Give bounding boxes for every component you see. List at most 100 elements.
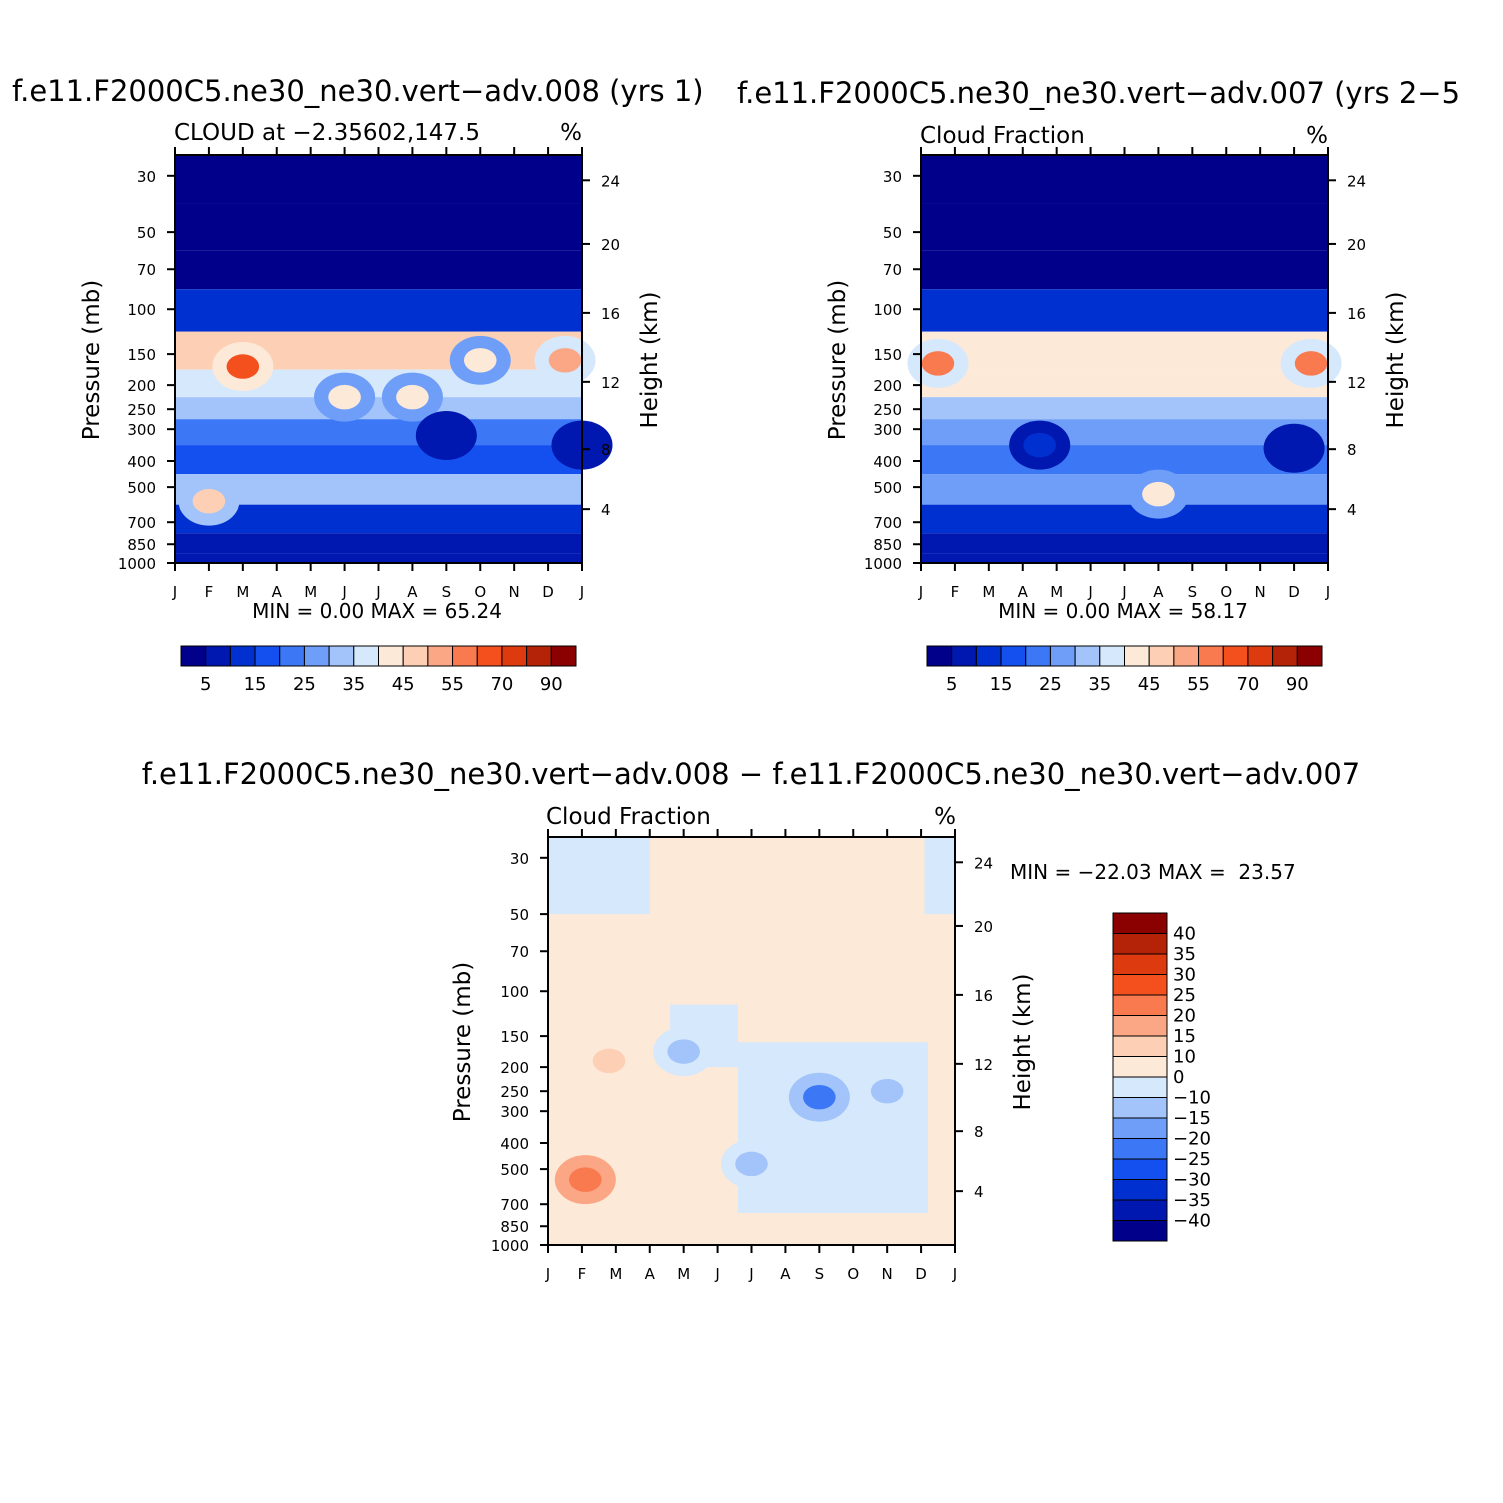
colorbar-swatch <box>1112 994 1168 1016</box>
height-tick-label: 8 <box>1347 441 1357 459</box>
contour-band <box>921 533 1328 554</box>
contour-feature <box>396 384 429 410</box>
colorbar-swatch <box>1247 645 1274 667</box>
pressure-tick-label: 30 <box>510 850 529 868</box>
colorbar-swatch <box>476 645 503 667</box>
colorbar-swatch <box>328 645 355 667</box>
contour-band <box>921 289 1328 332</box>
month-tick-label: F <box>205 583 214 601</box>
contour-feature <box>1277 436 1311 461</box>
month-tick-label: M <box>236 583 249 601</box>
contour-band <box>175 504 582 534</box>
month-tick-label: J <box>1121 583 1126 601</box>
colorbar-swatch <box>1222 645 1249 667</box>
height-tick-label: 4 <box>601 501 611 519</box>
panel-title: f.e11.F2000C5.ne30_ne30.vert−adv.008 (yr… <box>12 74 704 108</box>
pressure-tick-label: 1000 <box>491 1237 529 1255</box>
height-tick-label: 16 <box>601 305 620 323</box>
contour-band <box>921 203 1328 251</box>
colorbar-label: 70 <box>490 674 513 695</box>
y-axis-right-label: Height (km) <box>637 291 663 428</box>
contour-band <box>921 474 1328 505</box>
colorbar-label: 25 <box>1039 674 1062 695</box>
colorbar-label: 0 <box>1173 1067 1184 1088</box>
pressure-tick-label: 200 <box>127 377 156 395</box>
pressure-tick-label: 150 <box>127 346 156 364</box>
contour-band <box>175 419 582 446</box>
contour-band <box>921 369 1328 398</box>
pressure-tick-label: 30 <box>137 168 156 186</box>
contour-feature <box>921 351 955 376</box>
contour-plot <box>174 154 613 564</box>
contour-band <box>175 289 582 332</box>
colorbar-swatch <box>1112 1179 1168 1201</box>
colorbar: 5 15 25 35 45 55 70 90 <box>926 645 1323 695</box>
colorbar-swatch <box>1112 1158 1168 1180</box>
contour-feature <box>735 1151 768 1177</box>
month-tick-label: J <box>375 583 380 601</box>
colorbar-label: 55 <box>441 674 464 695</box>
panel-subtitle-left: CLOUD at −2.35602,147.5 <box>174 120 480 146</box>
contour-band <box>175 250 582 290</box>
month-tick-label: J <box>545 1265 550 1283</box>
pressure-tick-label: 500 <box>500 1161 529 1179</box>
pressure-tick-label: 150 <box>500 1028 529 1046</box>
month-tick-label: F <box>951 583 960 601</box>
colorbar-swatch <box>1112 1076 1168 1098</box>
pressure-tick-label: 700 <box>500 1196 529 1214</box>
colorbar-label: 30 <box>1173 965 1196 986</box>
colorbar-label: 55 <box>1187 674 1210 695</box>
pressure-tick-label: 850 <box>127 536 156 554</box>
colorbar-label: −30 <box>1173 1170 1211 1191</box>
colorbar-swatch <box>1173 645 1200 667</box>
month-tick-label: S <box>815 1265 825 1283</box>
contour-band <box>175 203 582 251</box>
colorbar-swatch <box>205 645 231 667</box>
height-tick-label: 8 <box>974 1123 984 1141</box>
colorbar-label: 35 <box>1173 944 1196 965</box>
pressure-tick-label: 1000 <box>864 555 902 573</box>
colorbar-label: 90 <box>1286 674 1309 695</box>
panel-title: f.e11.F2000C5.ne30_ne30.vert−adv.008 − f… <box>142 757 1361 791</box>
pressure-tick-label: 250 <box>127 401 156 419</box>
colorbar-swatch <box>1049 645 1076 667</box>
contour-band <box>175 445 582 475</box>
month-tick-label: S <box>442 583 452 601</box>
colorbar-label: 35 <box>1088 674 1111 695</box>
contour-feature <box>226 354 260 379</box>
height-tick-label: 12 <box>601 374 620 392</box>
contour-feature <box>569 1167 602 1192</box>
month-tick-label: J <box>748 1265 753 1283</box>
panel-units-label: % <box>934 804 956 830</box>
colorbar-swatch <box>1272 645 1298 667</box>
panel-units-label: % <box>560 120 582 146</box>
pressure-tick-label: 300 <box>127 421 156 439</box>
contour-feature <box>592 1048 626 1074</box>
y-axis-right-label: Height (km) <box>1383 291 1409 428</box>
contour-plot <box>907 154 1342 564</box>
colorbar-swatch <box>1000 645 1027 667</box>
pressure-tick-label: 700 <box>127 514 156 532</box>
contour-band <box>175 155 582 204</box>
panel-title: f.e11.F2000C5.ne30_ne30.vert−adv.007 (yr… <box>737 76 1460 110</box>
pressure-tick-label: 400 <box>873 453 902 471</box>
colorbar-label: 10 <box>1173 1047 1196 1068</box>
colorbar-label: 35 <box>342 674 365 695</box>
contour-band <box>921 331 1328 370</box>
pressure-tick-label: 30 <box>883 168 902 186</box>
colorbar-label: 40 <box>1173 924 1196 945</box>
colorbar-label: 15 <box>244 674 267 695</box>
month-tick-label: N <box>509 583 520 601</box>
y-axis-label: Pressure (mb) <box>450 962 476 1122</box>
month-tick-label: N <box>1255 583 1266 601</box>
panel-subtitle-left: Cloud Fraction <box>546 804 711 830</box>
height-tick-label: 24 <box>601 172 620 190</box>
contour-feature <box>1023 432 1056 458</box>
colorbar-swatch <box>303 645 330 667</box>
